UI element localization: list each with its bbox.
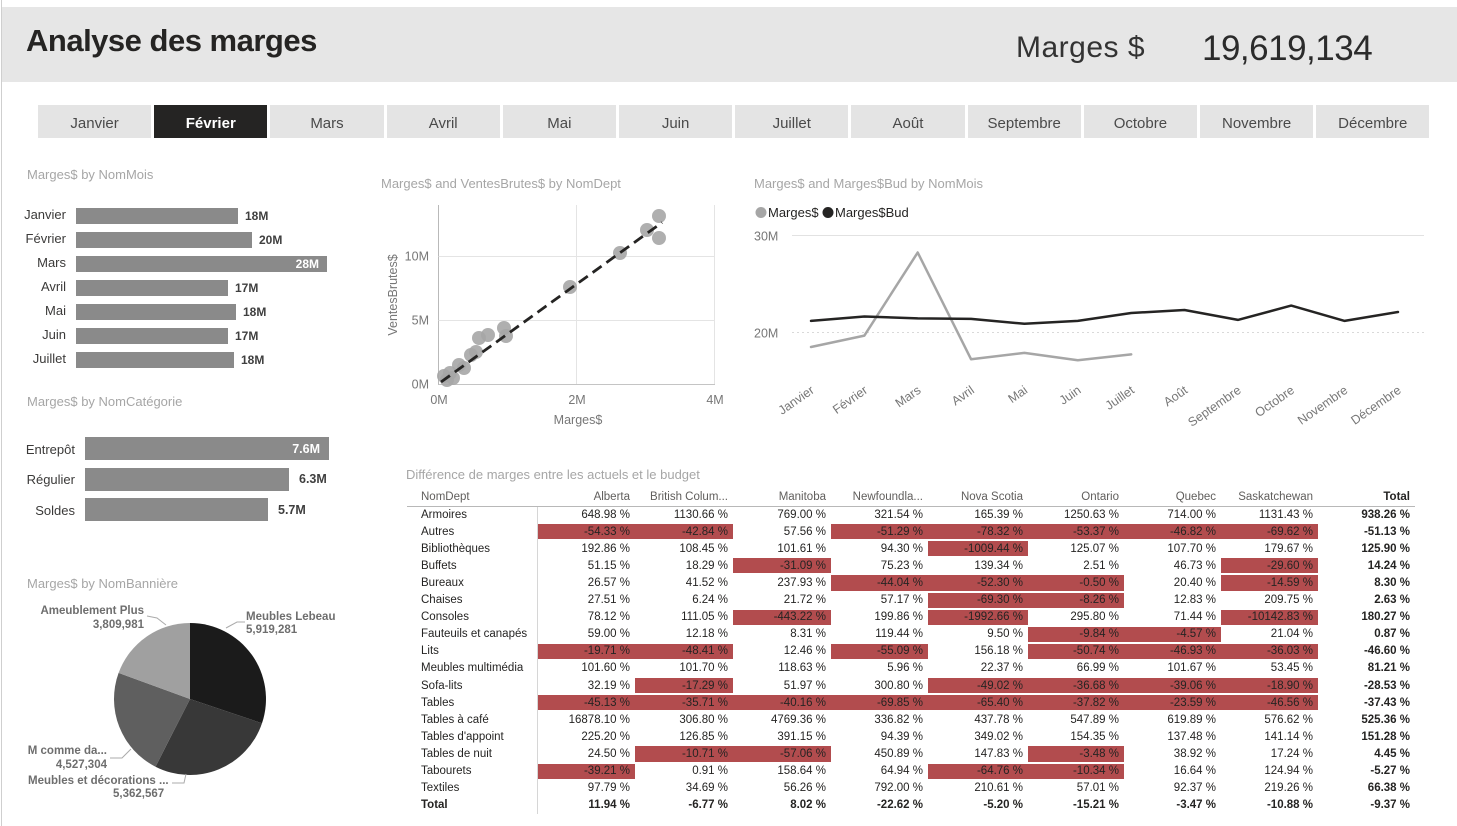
svg-text:Janvier: Janvier [776, 383, 817, 418]
svg-text:5M: 5M [412, 314, 429, 328]
svg-text:Marges$: Marges$ [768, 205, 819, 220]
svg-text:Septembre: Septembre [1185, 383, 1243, 430]
svg-text:Mai: Mai [1006, 383, 1031, 406]
svg-text:Avril: Avril [949, 383, 977, 408]
svg-text:0M: 0M [430, 393, 447, 407]
svg-text:Marges$: Marges$ [554, 413, 603, 427]
svg-text:Juillet: Juillet [1103, 383, 1138, 413]
svg-text:0M: 0M [412, 378, 429, 392]
svg-text:Novembre: Novembre [1295, 383, 1350, 428]
svg-text:Marges$Bud: Marges$Bud [835, 205, 909, 220]
svg-text:10M: 10M [405, 250, 429, 264]
svg-text:4M: 4M [706, 393, 723, 407]
svg-text:Mars: Mars [893, 383, 924, 410]
svg-text:20M: 20M [754, 326, 778, 340]
svg-text:Février: Février [830, 383, 870, 417]
svg-text:Juin: Juin [1057, 383, 1084, 408]
svg-text:Décembre: Décembre [1348, 383, 1403, 428]
svg-text:VentesBrutes$: VentesBrutes$ [386, 254, 400, 335]
svg-text:Octobre: Octobre [1252, 383, 1296, 420]
svg-text:Août: Août [1161, 383, 1191, 410]
svg-text:2M: 2M [568, 393, 585, 407]
svg-text:30M: 30M [754, 230, 778, 244]
